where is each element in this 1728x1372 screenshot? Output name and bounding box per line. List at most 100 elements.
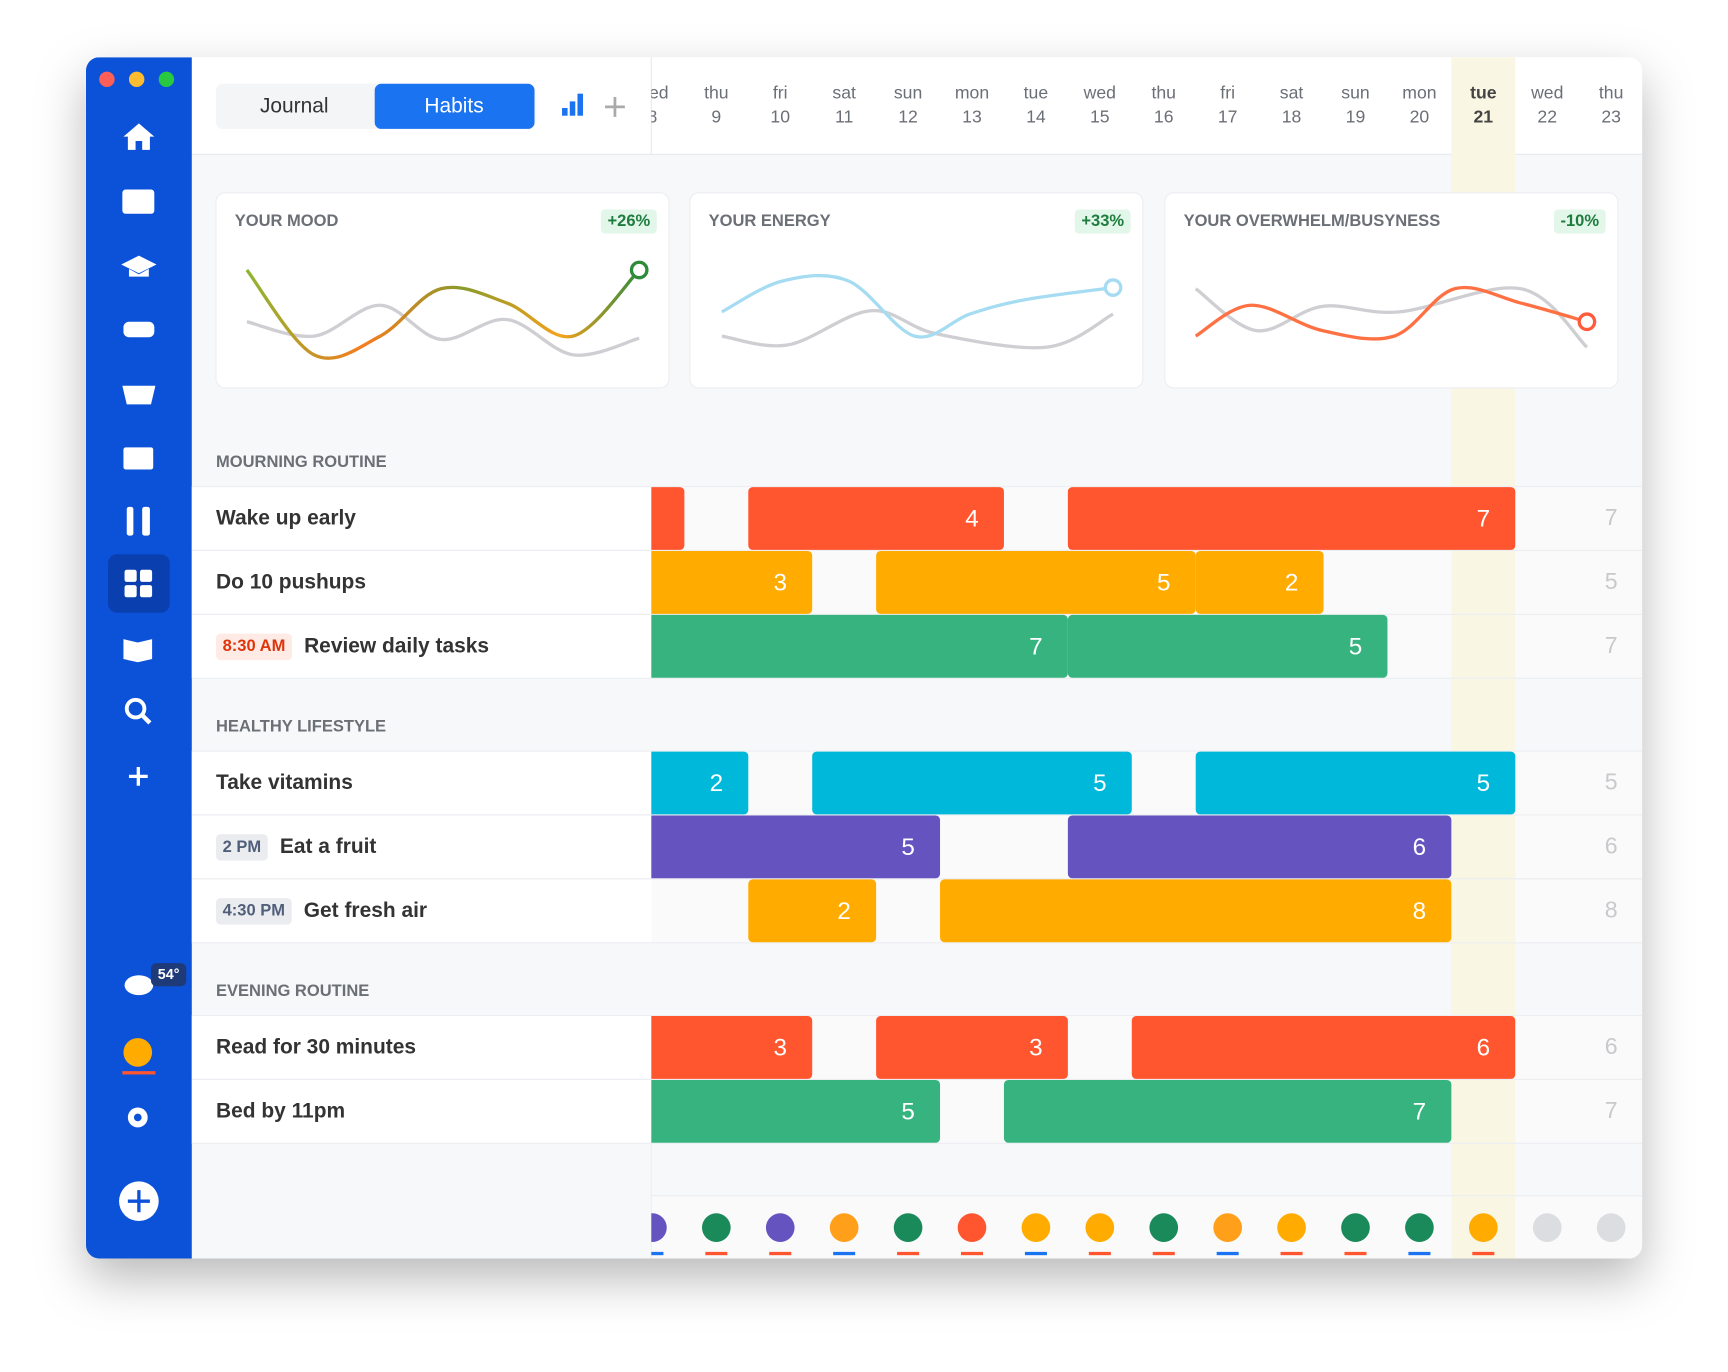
streak-bar[interactable] (1131, 1016, 1516, 1079)
streak-bar[interactable] (620, 1016, 813, 1079)
streak-bar[interactable] (620, 487, 685, 550)
mood-face[interactable] (1277, 1213, 1306, 1242)
mood-face[interactable] (829, 1213, 859, 1242)
mood-face[interactable] (1469, 1213, 1498, 1242)
mood-face[interactable] (1405, 1213, 1434, 1242)
habit-total: 6 (1605, 833, 1618, 859)
tab-habits[interactable]: Habits (424, 94, 483, 117)
date-day: 11 (835, 107, 853, 127)
date-weekday: wed (1530, 82, 1563, 102)
habit-name[interactable]: Get fresh air (304, 899, 427, 922)
car-icon[interactable] (123, 321, 155, 338)
time-tag (216, 834, 268, 861)
section-title: MOURNING ROUTINE (216, 452, 387, 471)
streak-count: 8 (1413, 898, 1426, 925)
search-icon[interactable] (124, 697, 147, 720)
streak-bar[interactable] (620, 614, 1068, 678)
mood-face[interactable] (1021, 1213, 1051, 1242)
streak-bar[interactable] (876, 551, 1196, 614)
date-day: 22 (1537, 107, 1557, 127)
date-day: 10 (770, 107, 790, 127)
mood-face[interactable] (765, 1213, 795, 1242)
date-weekday: sun (1341, 82, 1369, 102)
active-item[interactable] (108, 554, 170, 613)
streak-count: 5 (1477, 770, 1490, 797)
trend-end-point (1577, 312, 1597, 332)
card-title: YOUR MOOD (235, 211, 339, 230)
date-weekday: sat (1280, 82, 1304, 102)
habit-total: 8 (1605, 896, 1618, 922)
habit-name[interactable]: Review daily tasks (304, 634, 489, 657)
mood-face[interactable] (702, 1213, 731, 1242)
mood-face[interactable] (957, 1213, 987, 1242)
mood-face[interactable] (1596, 1213, 1626, 1242)
movies-icon[interactable] (123, 447, 154, 470)
card-title: YOUR ENERGY (709, 211, 831, 230)
close-button[interactable] (99, 71, 115, 88)
streak-bar[interactable] (1003, 1079, 1452, 1143)
habit-name[interactable]: Bed by 11pm (216, 1099, 345, 1122)
habit-name[interactable]: Wake up early (216, 507, 356, 530)
streak-bar[interactable] (1195, 551, 1324, 614)
streak-bar[interactable] (620, 551, 813, 614)
shopping-icon[interactable] (122, 385, 156, 405)
streak-count: 2 (837, 898, 850, 925)
journal-icon[interactable] (123, 639, 153, 663)
habit-name[interactable]: Do 10 pushups (216, 570, 366, 593)
tab-journal[interactable]: Journal (260, 94, 329, 117)
date-weekday: sat (832, 82, 856, 102)
minimize-button[interactable] (128, 71, 145, 88)
streak-bar[interactable] (620, 751, 749, 815)
mood-face[interactable] (1532, 1213, 1562, 1242)
streak-bar[interactable] (620, 815, 941, 879)
food-icon[interactable] (126, 506, 134, 536)
trend-line (1194, 285, 1588, 341)
comparison-line (246, 303, 640, 357)
habit-total: 7 (1605, 1097, 1618, 1123)
work-icon[interactable] (122, 189, 155, 214)
streak-bar[interactable] (940, 879, 1452, 943)
habit-name[interactable]: Take vitamins (216, 771, 353, 794)
habit-name[interactable]: Eat a fruit (280, 835, 377, 858)
mood-face[interactable] (638, 1213, 667, 1242)
mood-face[interactable] (1213, 1213, 1242, 1242)
mood-face[interactable] (893, 1213, 923, 1242)
mood-icon[interactable] (123, 1038, 153, 1067)
weather-icon[interactable] (124, 975, 154, 996)
time-tag (216, 633, 292, 661)
chart-card (1164, 192, 1619, 389)
streak-bar[interactable] (876, 1016, 1068, 1079)
mood-face[interactable] (1085, 1213, 1115, 1242)
add-habit-button[interactable] (605, 96, 625, 117)
date-weekday: sun (894, 82, 922, 102)
change-badge (1074, 209, 1131, 234)
mood-underline (1024, 1251, 1047, 1256)
mood-face[interactable] (1149, 1213, 1179, 1242)
date-weekday: mon (1402, 82, 1436, 102)
mood-underline (1280, 1251, 1303, 1256)
date-day: 20 (1410, 107, 1430, 127)
mood-underline (1344, 1251, 1367, 1256)
habit-name[interactable]: Read for 30 minutes (216, 1036, 416, 1059)
streak-bar[interactable] (1067, 487, 1516, 550)
mood-face[interactable] (1341, 1213, 1370, 1242)
streak-bar[interactable] (1195, 751, 1516, 815)
card-change: +26% (608, 211, 651, 230)
streak-bar[interactable] (812, 751, 1132, 815)
date-weekday: wed (1083, 82, 1116, 102)
zoom-button[interactable] (158, 71, 175, 88)
streak-count: 6 (1477, 1035, 1490, 1062)
stats-button[interactable] (562, 93, 583, 116)
streak-bar[interactable] (1067, 815, 1452, 879)
streak-bar[interactable] (748, 879, 877, 943)
education-icon[interactable] (121, 255, 157, 277)
streak-bar[interactable] (620, 1079, 941, 1143)
streak-bar[interactable] (1067, 614, 1388, 678)
add-category-icon[interactable] (128, 766, 148, 786)
streak-count: 4 (965, 506, 978, 533)
time-label: 2 PM (223, 837, 262, 856)
habit-total: 6 (1605, 1033, 1618, 1059)
date-day: 15 (1090, 107, 1110, 127)
streak-bar[interactable] (748, 487, 1004, 550)
